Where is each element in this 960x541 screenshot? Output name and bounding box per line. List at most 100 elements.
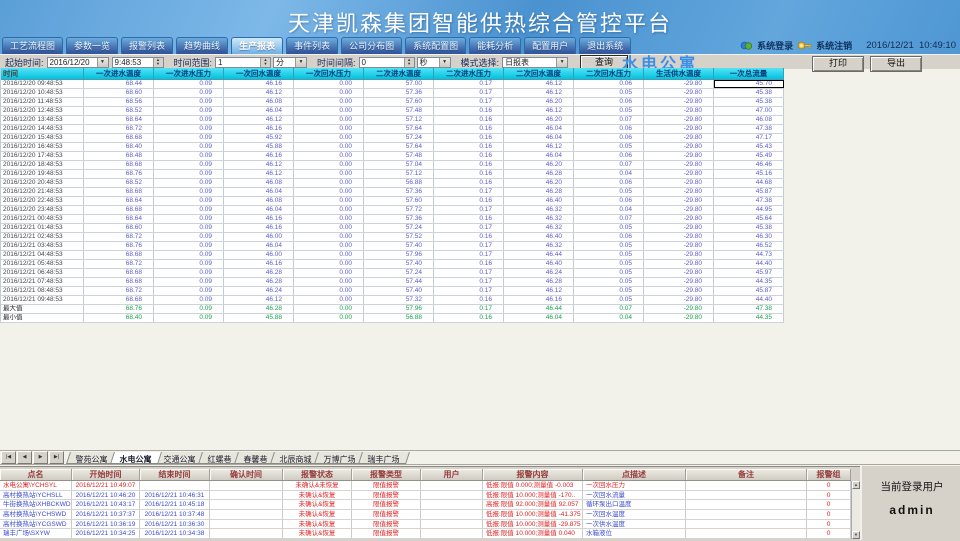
report-cell[interactable]: 47.38 [714, 197, 784, 205]
report-cell[interactable]: 0.05 [574, 260, 644, 268]
report-cell[interactable]: 0.09 [154, 278, 224, 286]
report-cell[interactable]: 0.09 [154, 242, 224, 250]
alarm-cell[interactable]: 未确认&恢复 [283, 529, 352, 539]
report-cell[interactable]: 46.44 [504, 251, 574, 259]
alarm-row[interactable]: 高村换热站\YCGSWD 2016/12/21 10:36:19 2016/12/2… [0, 519, 851, 530]
spinner-arrows-icon[interactable]: ▲ ▼ [152, 57, 163, 67]
system-logout-button[interactable]: 系统注销 [816, 41, 853, 51]
report-cell[interactable]: 0.05 [574, 224, 644, 232]
alarm-cell[interactable]: 限值报警 [352, 500, 421, 510]
report-cell[interactable]: 0.00 [294, 197, 364, 205]
report-cell[interactable]: -29.80 [644, 98, 714, 106]
report-cell[interactable]: 0.00 [294, 305, 364, 313]
print-button[interactable]: 打印 [812, 56, 864, 72]
report-cell[interactable]: 0.17 [434, 80, 504, 88]
report-cell[interactable]: 46.28 [224, 278, 294, 286]
report-cell[interactable]: 46.16 [224, 224, 294, 232]
menu-tab-3[interactable]: 趋势曲线 [176, 37, 229, 54]
report-cell[interactable]: 46.04 [504, 134, 574, 142]
report-cell[interactable]: 0.16 [434, 161, 504, 169]
report-cell[interactable]: 0.04 [574, 206, 644, 214]
report-cell[interactable]: 68.68 [84, 161, 154, 169]
report-cell[interactable]: 0.17 [434, 224, 504, 232]
alarm-cell[interactable] [421, 510, 483, 519]
report-cell[interactable]: 46.28 [504, 170, 574, 178]
report-cell[interactable]: 44.35 [714, 314, 784, 322]
spinner-arrows-icon[interactable]: ▲ ▼ [403, 57, 414, 67]
report-cell[interactable]: 0.09 [154, 197, 224, 205]
report-cell[interactable]: 0.00 [294, 179, 364, 187]
alarm-cell[interactable]: 未确认&恢复 [283, 500, 352, 510]
report-cell[interactable]: 57.40 [364, 260, 434, 268]
report-cell[interactable]: 0.16 [434, 179, 504, 187]
report-cell[interactable]: 0.09 [154, 170, 224, 178]
report-cell[interactable]: 57.04 [364, 161, 434, 169]
report-cell[interactable]: 2016/12/21 06:48:53 [1, 269, 84, 277]
report-cell[interactable]: 0.05 [574, 143, 644, 151]
report-cell[interactable]: 57.60 [364, 197, 434, 205]
report-cell[interactable]: 0.00 [294, 224, 364, 232]
report-cell[interactable]: 45.87 [714, 287, 784, 295]
report-cell[interactable]: 0.06 [574, 179, 644, 187]
report-cell[interactable]: 0.09 [154, 287, 224, 295]
alarm-cell[interactable]: 未确认&恢复 [283, 510, 352, 519]
report-cell[interactable]: 57.44 [364, 278, 434, 286]
report-cell[interactable]: 68.60 [84, 89, 154, 97]
alarm-cell[interactable]: 限值报警 [352, 529, 421, 539]
report-cell[interactable]: 0.05 [574, 251, 644, 259]
report-cell[interactable]: -29.80 [644, 305, 714, 313]
report-cell[interactable]: -29.80 [644, 197, 714, 205]
report-cell[interactable]: 68.64 [84, 215, 154, 223]
report-cell[interactable]: 2016/12/20 10:48:53 [1, 89, 84, 97]
report-cell[interactable]: 0.00 [294, 287, 364, 295]
report-cell[interactable]: -29.80 [644, 125, 714, 133]
report-cell[interactable]: 57.64 [364, 143, 434, 151]
report-cell[interactable]: 44.68 [714, 179, 784, 187]
alarm-row[interactable]: 牛街换热站\XHBCKWD 2016/12/21 10:43:17 2016/12/… [0, 500, 851, 511]
time-range-stepper[interactable]: 1 ▲ ▼ [215, 56, 272, 68]
spinner-arrows-icon[interactable]: ▲ ▼ [260, 57, 271, 67]
report-cell[interactable]: 0.09 [154, 314, 224, 322]
report-cell[interactable]: 46.16 [224, 152, 294, 160]
report-cell[interactable]: 57.12 [364, 170, 434, 178]
alarm-cell[interactable] [210, 519, 283, 529]
alarm-cell[interactable]: 一次回水温度 [583, 510, 686, 519]
report-cell[interactable]: 0.09 [154, 134, 224, 142]
report-cell[interactable]: 0.17 [434, 287, 504, 295]
report-cell[interactable]: 56.88 [364, 314, 434, 322]
alarm-cell[interactable] [421, 481, 483, 490]
report-cell[interactable]: 68.40 [84, 314, 154, 322]
report-cell[interactable]: 68.76 [84, 305, 154, 313]
report-cell[interactable]: 0.06 [574, 197, 644, 205]
report-cell[interactable]: 45.38 [714, 98, 784, 106]
report-cell[interactable]: 2016/12/21 08:48:53 [1, 287, 84, 295]
report-cell[interactable]: -29.80 [644, 206, 714, 214]
report-cell[interactable]: 0.09 [154, 260, 224, 268]
report-cell[interactable]: 0.00 [294, 170, 364, 178]
alarm-cell[interactable]: 2016/12/21 10:34:25 [72, 529, 140, 539]
sheet-nav-0[interactable]: |◀ [1, 451, 16, 464]
report-cell[interactable]: 0.09 [154, 179, 224, 187]
report-cell[interactable]: 0.09 [154, 215, 224, 223]
report-cell[interactable]: 46.12 [224, 116, 294, 124]
alarm-cell[interactable] [686, 529, 807, 539]
report-cell[interactable]: 0.05 [574, 269, 644, 277]
report-cell[interactable]: 0.00 [294, 188, 364, 196]
report-cell[interactable]: 0.17 [434, 278, 504, 286]
report-cell[interactable]: 0.06 [574, 134, 644, 142]
alarm-cell[interactable] [686, 500, 807, 510]
report-cell[interactable]: 0.09 [154, 188, 224, 196]
sheet-tab-7[interactable]: 瑞丰广场 [358, 451, 410, 464]
report-cell[interactable]: 45.87 [714, 188, 784, 196]
report-cell[interactable]: 46.20 [504, 116, 574, 124]
menu-tab-5[interactable]: 事件列表 [286, 37, 339, 54]
report-cell[interactable]: -29.80 [644, 161, 714, 169]
report-cell[interactable]: 46.52 [714, 242, 784, 250]
alarm-cell[interactable]: 未确认&恢复 [283, 490, 352, 500]
report-cell[interactable]: 0.16 [434, 197, 504, 205]
report-cell[interactable]: 46.20 [504, 179, 574, 187]
report-cell[interactable]: -29.80 [644, 314, 714, 322]
report-cell[interactable]: 46.40 [504, 260, 574, 268]
report-cell[interactable]: 0.09 [154, 143, 224, 151]
report-cell[interactable]: 0.17 [434, 98, 504, 106]
